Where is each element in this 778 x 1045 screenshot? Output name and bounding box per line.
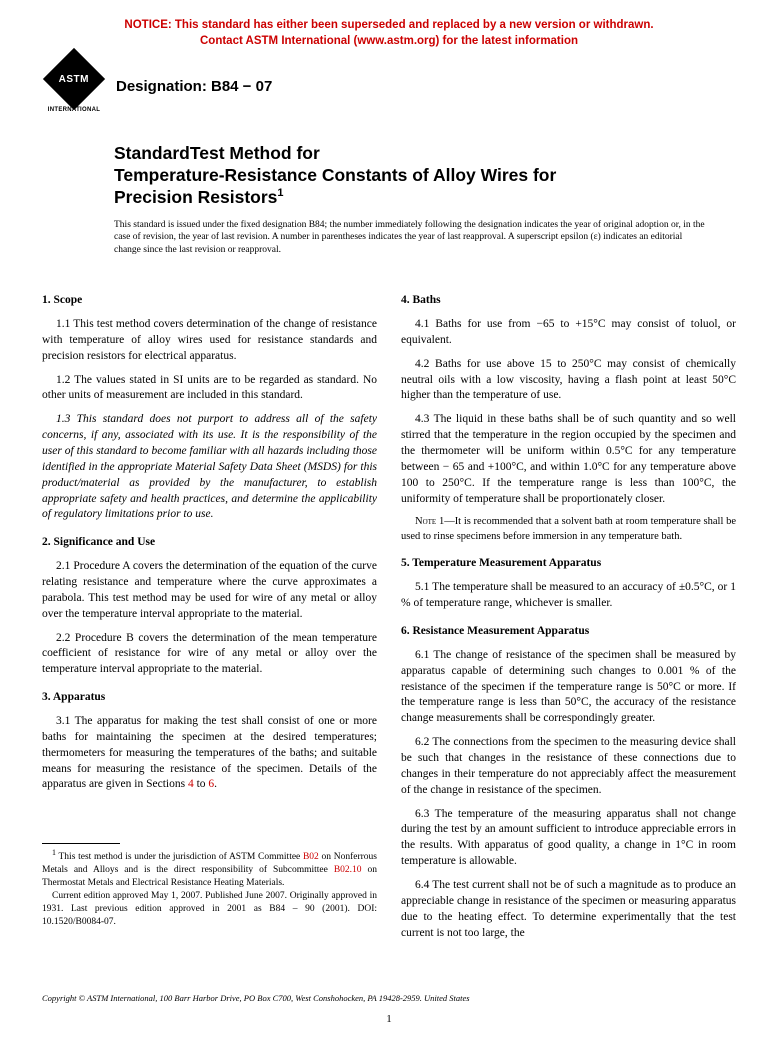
title-line-3: Precision Resistors: [114, 187, 277, 207]
footnote-1b: Current edition approved May 1, 2007. Pu…: [42, 890, 377, 928]
astm-logo: ASTM INTERNATIONAL: [42, 55, 106, 117]
title-superscript: 1: [277, 187, 283, 199]
note-label: Note: [415, 516, 436, 527]
header-row: ASTM INTERNATIONAL Designation: B84 − 07: [42, 55, 736, 117]
section-5-head: 5. Temperature Measurement Apparatus: [401, 556, 736, 572]
page: NOTICE: This standard has either been su…: [0, 0, 778, 1045]
notice-line-2: Contact ASTM International (www.astm.org…: [200, 35, 578, 47]
para-3-1: 3.1 The apparatus for making the test sh…: [42, 714, 377, 793]
footnote-sup: 1: [52, 848, 56, 857]
para-3-1-end: .: [214, 778, 217, 790]
para-4-2: 4.2 Baths for use above 15 to 250°C may …: [401, 357, 736, 405]
section-1-head: 1. Scope: [42, 293, 377, 309]
title-line-2: Temperature-Resistance Constants of Allo…: [114, 165, 556, 185]
para-6-1: 6.1 The change of resistance of the spec…: [401, 648, 736, 727]
footnote-rule: [42, 843, 120, 844]
note-1: Note 1—It is recommended that a solvent …: [401, 515, 736, 544]
issuance-note: This standard is issued under the fixed …: [114, 219, 706, 257]
logo-diamond-icon: ASTM: [43, 48, 105, 110]
title-block: StandardTest Method for Temperature-Resi…: [114, 143, 736, 209]
section-4-head: 4. Baths: [401, 293, 736, 309]
para-5-1: 5.1 The temperature shall be measured to…: [401, 580, 736, 612]
section-2-head: 2. Significance and Use: [42, 535, 377, 551]
para-3-1-mid: to: [194, 778, 209, 790]
para-6-4: 6.4 The test current shall not be of suc…: [401, 878, 736, 941]
subcommittee-b0210-link[interactable]: B02.10: [334, 865, 362, 875]
para-2-1: 2.1 Procedure A covers the determination…: [42, 559, 377, 622]
logo-label: ASTM: [59, 74, 89, 85]
notice-banner: NOTICE: This standard has either been su…: [42, 18, 736, 49]
notice-line-1: NOTICE: This standard has either been su…: [124, 19, 653, 31]
document-title: StandardTest Method for Temperature-Resi…: [114, 143, 736, 209]
left-column: 1. Scope 1.1 This test method covers det…: [42, 281, 377, 949]
para-1-3: 1.3 This standard does not purport to ad…: [42, 412, 377, 523]
para-4-3: 4.3 The liquid in these baths shall be o…: [401, 412, 736, 507]
right-column: 4. Baths 4.1 Baths for use from −65 to +…: [401, 281, 736, 949]
para-6-2: 6.2 The connections from the specimen to…: [401, 735, 736, 798]
note-1-text: 1—It is recommended that a solvent bath …: [401, 516, 736, 541]
para-1-1: 1.1 This test method covers determinatio…: [42, 317, 377, 365]
section-6-head: 6. Resistance Measurement Apparatus: [401, 624, 736, 640]
section-3-head: 3. Apparatus: [42, 690, 377, 706]
para-2-2: 2.2 Procedure B covers the determination…: [42, 631, 377, 679]
page-number: 1: [42, 1013, 736, 1025]
designation-text: Designation: B84 − 07: [116, 78, 272, 95]
para-1-2: 1.2 The values stated in SI units are to…: [42, 373, 377, 405]
footnote-1: 1 This test method is under the jurisdic…: [42, 848, 377, 890]
para-6-3: 6.3 The temperature of the measuring app…: [401, 807, 736, 870]
footnote-a: This test method is under the jurisdicti…: [59, 852, 303, 862]
committee-b02-link[interactable]: B02: [303, 852, 319, 862]
two-column-layout: 1. Scope 1.1 This test method covers det…: [42, 281, 736, 949]
para-4-1: 4.1 Baths for use from −65 to +15°C may …: [401, 317, 736, 349]
title-line-1: StandardTest Method for: [114, 143, 320, 163]
copyright-line: Copyright © ASTM International, 100 Barr…: [42, 993, 736, 1003]
